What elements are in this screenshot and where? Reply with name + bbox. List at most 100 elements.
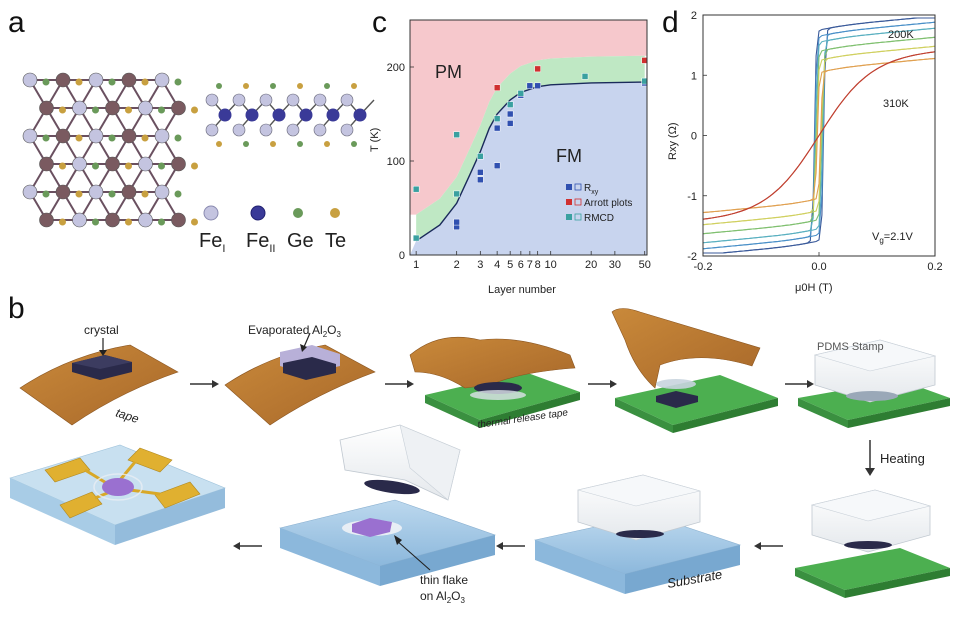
atom-ge — [324, 141, 330, 147]
atom-fe — [105, 212, 120, 228]
atom-fe — [138, 212, 153, 228]
label-200k: 200K — [888, 29, 914, 41]
atom-ge — [42, 78, 50, 86]
atom-te — [75, 134, 83, 142]
atom-ge — [92, 162, 99, 170]
te-atom-icon — [330, 208, 340, 218]
legend-marker-rxy — [566, 184, 572, 190]
legend-ge: Ge — [287, 230, 314, 252]
chart-c-xtick: 4 — [494, 259, 500, 271]
region-transition — [416, 55, 645, 241]
atom-fe-i — [259, 93, 273, 107]
atom-te — [141, 78, 149, 86]
atom-fe — [154, 72, 170, 88]
atom-fe-ii — [299, 108, 313, 122]
hysteresis-curve — [702, 21, 936, 250]
atom-fe — [39, 100, 54, 116]
region-label-pm: PM — [435, 62, 462, 82]
atom-fe-ii — [326, 108, 340, 122]
chart-d-xlabel: μ0H (T) — [795, 282, 833, 294]
label-evaporated: Evaporated Al2O3 — [248, 323, 342, 339]
chart-c-xtick: 8 — [535, 259, 541, 271]
atom-fe — [171, 100, 186, 116]
data-point-rxy — [493, 124, 501, 132]
region-pm — [410, 20, 647, 215]
data-point-rmcd — [453, 190, 460, 198]
atom-fe — [39, 156, 54, 172]
atom-fe — [121, 128, 137, 144]
atom-fe-i — [205, 123, 219, 137]
chart-c-xtick: 7 — [527, 259, 533, 271]
chart-d-xtick: 0.0 — [811, 261, 826, 273]
atom-te — [270, 83, 276, 89]
atom-fe — [138, 100, 153, 116]
legend-marker-arrott — [566, 199, 572, 205]
atom-ge — [92, 106, 99, 114]
atom-te — [141, 134, 149, 142]
atom-fe — [121, 72, 137, 88]
atom-fe-i — [232, 123, 246, 137]
atom-ge — [351, 141, 357, 147]
hysteresis-curve — [702, 51, 936, 220]
data-point-rmcd — [506, 101, 514, 108]
label-tape: tape — [114, 406, 141, 427]
data-point-rxy — [453, 218, 460, 226]
atom-ge — [243, 141, 249, 147]
data-point-arrott — [641, 57, 648, 64]
atom-te — [216, 83, 222, 89]
step-device — [9, 444, 226, 545]
atom-fe-i — [340, 123, 354, 137]
atom-fe — [121, 184, 137, 200]
atom-fe — [55, 72, 71, 88]
atom-fe — [105, 100, 120, 116]
label-crystal: crystal — [84, 323, 119, 337]
data-point-rmcd — [412, 185, 420, 193]
panel-label-a: a — [8, 6, 25, 39]
data-point-rmcd — [412, 234, 420, 242]
hysteresis-curve — [702, 36, 936, 235]
atom-te — [125, 218, 132, 226]
atom-fe — [72, 156, 87, 172]
legend-rmcd: RMCD — [584, 213, 614, 224]
label-thin-flake-2: on Al2O3 — [420, 589, 466, 605]
atom-te — [324, 83, 330, 89]
atom-fe — [154, 184, 170, 200]
data-point-rxy — [526, 82, 534, 90]
data-point-rmcd — [477, 153, 484, 160]
chart-c-xtick: 30 — [609, 259, 621, 271]
step-pdms-on-substrate: Substrate — [533, 474, 742, 594]
chart-curie-temperature: 1 2 3 4 5 6 7 8 10 20 30 50 0 100 200 PM FM Rxy Arrot… — [369, 19, 651, 296]
label-heating: Heating — [880, 451, 925, 466]
hysteresis-curve — [703, 17, 935, 254]
step-thin-flake: thin flake on Al2O3 — [278, 424, 497, 605]
chart-c-ytick: 100 — [387, 156, 405, 168]
atom-ge — [174, 78, 182, 86]
chart-c-xtick: 2 — [454, 259, 460, 271]
atom-fe — [88, 184, 104, 200]
atom-te — [59, 106, 66, 114]
atom-ge — [297, 141, 303, 147]
chart-c-xtick: 50 — [639, 259, 651, 271]
atom-ge — [42, 134, 50, 142]
atom-te — [59, 218, 66, 226]
crystal-structure-side-view — [205, 83, 375, 147]
step-peel-tape — [611, 308, 778, 433]
ge-atom-icon — [293, 208, 303, 218]
atom-te — [125, 162, 132, 170]
atom-fe — [22, 72, 38, 88]
atom-fe — [171, 156, 186, 172]
data-point-rxy — [477, 169, 484, 176]
atom-ge — [108, 134, 116, 142]
chart-d-ylabel: Rxy (Ω) — [667, 122, 679, 160]
atom-fe — [72, 212, 87, 228]
label-310k: 310K — [883, 98, 909, 110]
chart-d-ytick: 0 — [691, 131, 697, 143]
chart-c-ytick: 0 — [399, 250, 405, 262]
hysteresis-curve — [702, 45, 936, 226]
atom-ge — [158, 162, 165, 170]
atom-fe-i — [232, 93, 246, 107]
legend-te: Te — [325, 230, 346, 252]
atom-fe — [88, 128, 104, 144]
atom-fe — [39, 212, 54, 228]
atom-ge — [92, 218, 99, 226]
